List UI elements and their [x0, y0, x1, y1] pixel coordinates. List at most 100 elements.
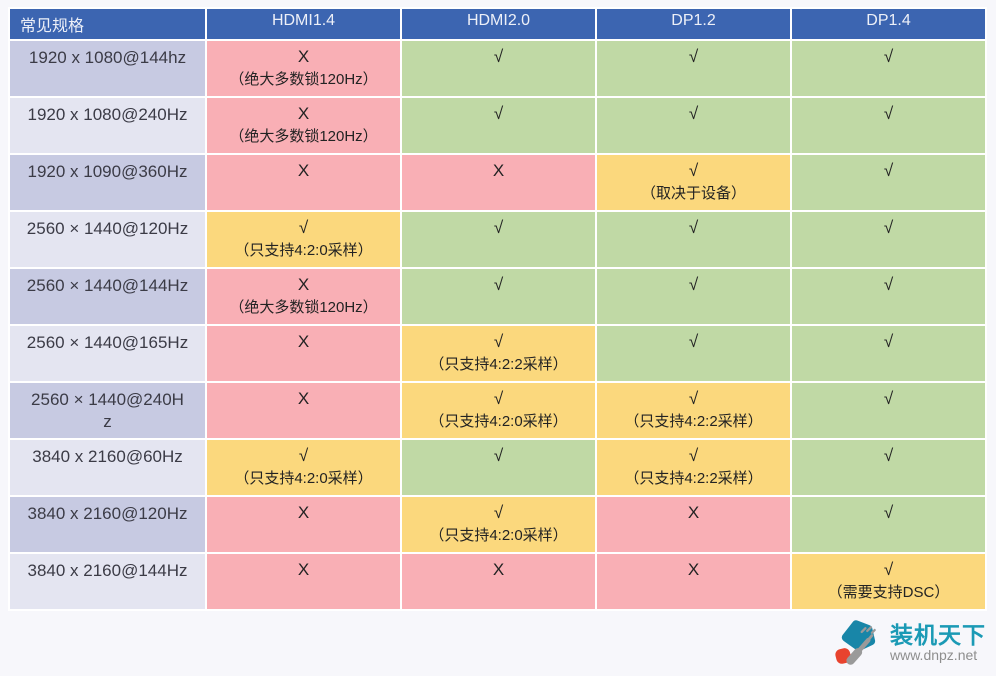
check-mark: √	[493, 389, 504, 408]
status-cell-partial: √ （只支持4:2:2采样）	[400, 324, 597, 383]
status-cell-yes: √	[790, 438, 987, 497]
check-mark: √	[298, 218, 309, 237]
table-row: 2560 × 1440@120Hz √ （只支持4:2:0采样） √ √ √	[8, 210, 987, 269]
status-cell-yes: √	[790, 267, 987, 326]
table-row: 2560 × 1440@165Hz X √ （只支持4:2:2采样） √ √	[8, 324, 987, 383]
cell-note: （绝大多数锁120Hz）	[229, 299, 378, 316]
check-mark: √	[883, 503, 894, 522]
check-mark: √	[883, 560, 894, 579]
x-mark: X	[297, 47, 310, 66]
status-cell-yes: √	[790, 153, 987, 212]
cell-note: （只支持4:2:2采样）	[624, 470, 763, 487]
brand-name: 装机天下	[890, 622, 986, 648]
cell-note: （需要支持DSC）	[827, 584, 950, 601]
watermark-text: 装机天下 www.dnpz.net	[890, 623, 986, 663]
check-mark: √	[493, 446, 504, 465]
cell-note: （绝大多数锁120Hz）	[229, 128, 378, 145]
cell-note: （只支持4:2:2采样）	[624, 413, 763, 430]
check-mark: √	[883, 161, 894, 180]
x-mark: X	[297, 389, 310, 408]
row-spec-label: 2560 × 1440@144Hz	[8, 267, 207, 326]
row-spec-label: 3840 x 2160@144Hz	[8, 552, 207, 611]
cell-note: （取决于设备）	[640, 185, 746, 202]
table-row: 3840 x 2160@144Hz X X X √ （需要支持DSC）	[8, 552, 987, 611]
table-row: 1920 x 1090@360Hz X X √ （取决于设备） √	[8, 153, 987, 212]
header-hdmi1-4: HDMI1.4	[205, 7, 402, 41]
cell-note: （只支持4:2:0采样）	[429, 413, 568, 430]
check-mark: √	[688, 218, 699, 237]
check-mark: √	[688, 104, 699, 123]
table-body: 1920 x 1080@144hz X （绝大多数锁120Hz） √ √ √ 1920 x …	[8, 39, 987, 611]
header-hdmi2-0: HDMI2.0	[400, 7, 597, 41]
cell-note: （绝大多数锁120Hz）	[229, 71, 378, 88]
brand-logo-icon	[835, 620, 876, 665]
row-spec-label: 1920 x 1080@144hz	[8, 39, 207, 98]
status-cell-no: X	[400, 552, 597, 611]
status-cell-yes: √	[790, 495, 987, 554]
brand-url: www.dnpz.net	[890, 647, 978, 663]
table-row: 1920 x 1080@144hz X （绝大多数锁120Hz） √ √ √	[8, 39, 987, 98]
check-mark: √	[493, 104, 504, 123]
status-cell-no: X	[205, 381, 402, 440]
header-spec: 常见规格	[8, 7, 207, 41]
row-spec-label: 2560 × 1440@120Hz	[8, 210, 207, 269]
row-spec-label: 2560 × 1440@165Hz	[8, 324, 207, 383]
status-cell-no: X	[205, 495, 402, 554]
row-spec-label: 2560 × 1440@240H z	[8, 381, 207, 440]
status-cell-no: X	[595, 495, 792, 554]
check-mark: √	[883, 218, 894, 237]
status-cell-no: X	[400, 153, 597, 212]
x-mark: X	[297, 275, 310, 294]
check-mark: √	[883, 104, 894, 123]
cell-note: （只支持4:2:0采样）	[234, 242, 373, 259]
check-mark: √	[883, 389, 894, 408]
check-mark: √	[493, 503, 504, 522]
check-mark: √	[883, 275, 894, 294]
x-mark: X	[297, 332, 310, 351]
check-mark: √	[493, 275, 504, 294]
status-cell-no: X	[205, 153, 402, 212]
status-cell-yes: √	[400, 96, 597, 155]
table-row: 2560 × 1440@144Hz X （绝大多数锁120Hz） √ √ √	[8, 267, 987, 326]
row-spec-label: 3840 x 2160@60Hz	[8, 438, 207, 497]
table-row: 3840 x 2160@60Hz √ （只支持4:2:0采样） √ √ （只支持4:2:2…	[8, 438, 987, 497]
cell-note: （只支持4:2:0采样）	[234, 470, 373, 487]
status-cell-partial: √ （只支持4:2:0采样）	[205, 210, 402, 269]
status-cell-partial: √ （只支持4:2:0采样）	[400, 495, 597, 554]
check-mark: √	[883, 47, 894, 66]
cell-note: （只支持4:2:2采样）	[429, 356, 568, 373]
check-mark: √	[688, 161, 699, 180]
status-cell-partial: √ （只支持4:2:0采样）	[400, 381, 597, 440]
x-mark: X	[297, 104, 310, 123]
status-cell-yes: √	[790, 96, 987, 155]
x-mark: X	[687, 503, 700, 522]
x-mark: X	[297, 560, 310, 579]
table-header: 常见规格 HDMI1.4 HDMI2.0 DP1.2 DP1.4	[8, 7, 987, 41]
resolution-compatibility-table: 常见规格 HDMI1.4 HDMI2.0 DP1.2 DP1.4 1920 x 1080…	[8, 7, 987, 611]
status-cell-yes: √	[400, 39, 597, 98]
x-mark: X	[297, 161, 310, 180]
check-mark: √	[688, 332, 699, 351]
status-cell-no: X	[595, 552, 792, 611]
header-row: 常见规格 HDMI1.4 HDMI2.0 DP1.2 DP1.4	[8, 7, 987, 41]
header-dp1-4: DP1.4	[790, 7, 987, 41]
status-cell-partial: √ （只支持4:2:0采样）	[205, 438, 402, 497]
check-mark: √	[688, 446, 699, 465]
table-row: 3840 x 2160@120Hz X √ （只支持4:2:0采样） X √	[8, 495, 987, 554]
check-mark: √	[493, 332, 504, 351]
status-cell-partial: √ （需要支持DSC）	[790, 552, 987, 611]
status-cell-yes: √	[595, 96, 792, 155]
table-row: 2560 × 1440@240H z X √ （只支持4:2:0采样） √ （只支持4:2…	[8, 381, 987, 440]
status-cell-partial: √ （只支持4:2:2采样）	[595, 438, 792, 497]
status-cell-yes: √	[790, 324, 987, 383]
status-cell-no: X （绝大多数锁120Hz）	[205, 96, 402, 155]
status-cell-no: X	[205, 324, 402, 383]
check-mark: √	[883, 332, 894, 351]
row-spec-label: 3840 x 2160@120Hz	[8, 495, 207, 554]
status-cell-yes: √	[595, 210, 792, 269]
status-cell-yes: √	[790, 381, 987, 440]
x-mark: X	[297, 503, 310, 522]
status-cell-yes: √	[595, 267, 792, 326]
row-spec-label: 1920 x 1090@360Hz	[8, 153, 207, 212]
